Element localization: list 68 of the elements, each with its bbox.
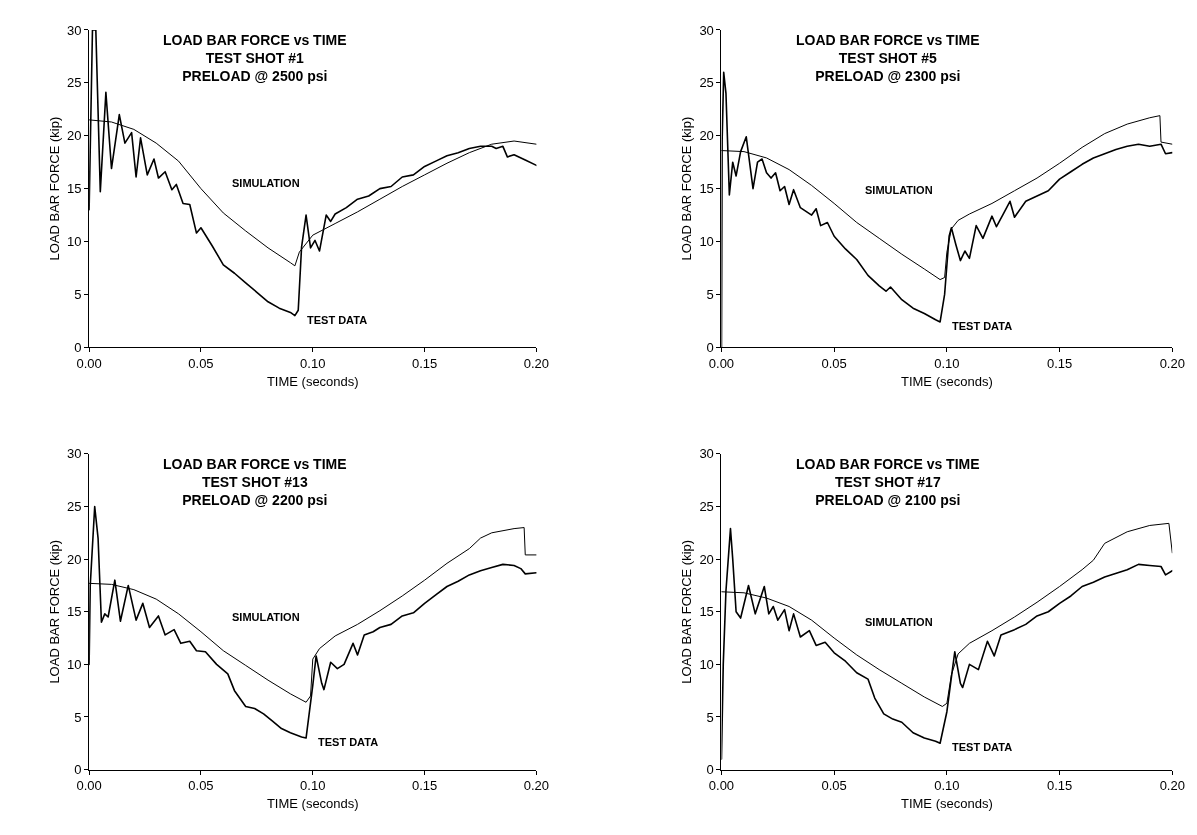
x-tick-label: 0.15 (411, 778, 438, 794)
y-tick-label: 30 (699, 446, 714, 462)
x-tick-label: 0.15 (1046, 355, 1073, 371)
x-tick-label: 0.00 (708, 355, 735, 371)
y-tick-label: 20 (699, 128, 714, 144)
x-tick-label: 0.05 (188, 778, 214, 794)
y-tick-label: 20 (67, 551, 82, 567)
x-tick-label: 0.20 (523, 778, 550, 794)
y-axis-title: LOAD BAR FORCE (kip) (47, 116, 62, 261)
y-tick-label: 15 (67, 181, 82, 197)
x-tick-label: 0.20 (1159, 355, 1185, 371)
y-tick-label: 30 (67, 22, 82, 38)
y-tick-label: 5 (74, 709, 82, 725)
y-tick-label: 0 (74, 339, 82, 355)
y-tick-label: 25 (699, 499, 714, 515)
x-tick-label: 0.15 (1046, 778, 1073, 794)
y-tick-label: 25 (67, 499, 82, 515)
y-tick-label: 15 (67, 604, 82, 620)
y-tick-label: 0 (706, 339, 714, 355)
y-tick-label: 25 (67, 75, 82, 91)
y-tick-label: 10 (699, 656, 714, 672)
y-tick-label: 10 (699, 234, 714, 250)
y-tick-label: 20 (699, 551, 714, 567)
x-axis-title: TIME (seconds) (266, 795, 359, 811)
text: LOAD BAR FORCE vs TIME TEST SHOT #1 PRELOAD @ 2500 psi (163, 32, 347, 85)
text: SIMULATION (232, 177, 300, 189)
y-tick-label: 20 (67, 128, 82, 144)
x-axis-title: TIME (seconds) (266, 373, 359, 389)
text: SIMULATION (865, 184, 933, 196)
y-tick-label: 10 (67, 656, 82, 672)
y-axis-title: LOAD BAR FORCE (kip) (47, 539, 62, 684)
x-tick-label: 0.05 (821, 778, 847, 794)
y-tick-label: 30 (67, 446, 82, 462)
series-label: TEST DATA (952, 320, 1013, 332)
y-axis-title: LOAD BAR FORCE (kip) (679, 116, 695, 261)
y-tick-label: 30 (699, 22, 714, 38)
x-tick-label: 0.10 (934, 355, 960, 371)
x-tick-label: 0.00 (76, 355, 102, 371)
series-label: TEST DATA (318, 736, 379, 748)
x-tick-label: 0.05 (821, 355, 847, 371)
x-tick-label: 0.00 (708, 778, 735, 794)
y-tick-label: 5 (706, 286, 714, 302)
x-tick-label: 0.20 (1159, 778, 1185, 794)
y-tick-label: 0 (706, 762, 714, 778)
y-tick-label: 25 (699, 75, 714, 91)
series-label: TEST DATA (307, 314, 368, 326)
y-tick-label: 15 (699, 181, 714, 197)
x-tick-label: 0.10 (300, 778, 326, 794)
x-axis-title: TIME (seconds) (901, 373, 993, 389)
x-tick-label: 0.20 (523, 355, 550, 371)
x-axis-title: TIME (seconds) (901, 795, 993, 811)
x-tick-label: 0.15 (411, 355, 438, 371)
y-tick-label: 0 (74, 762, 82, 778)
text: LOAD BAR FORCE vs TIME TEST SHOT #13 PRELOAD @ 2200 psi (163, 456, 347, 509)
y-tick-label: 10 (67, 234, 82, 250)
x-tick-label: 0.10 (934, 778, 960, 794)
text: SIMULATION (865, 616, 933, 628)
y-tick-label: 15 (699, 604, 714, 620)
y-tick-label: 5 (74, 286, 82, 302)
text: LOAD BAR FORCE vs TIME TEST SHOT #5 PRELOAD @ 2300 psi (796, 32, 980, 85)
series-label: TEST DATA (952, 741, 1013, 753)
y-axis-title: LOAD BAR FORCE (kip) (679, 539, 695, 684)
text: LOAD BAR FORCE vs TIME TEST SHOT #17 PRELOAD @ 2100 psi (796, 456, 980, 509)
x-tick-label: 0.05 (188, 355, 214, 371)
x-tick-label: 0.00 (76, 778, 102, 794)
text: SIMULATION (232, 611, 300, 623)
y-tick-label: 5 (706, 709, 714, 725)
x-tick-label: 0.10 (300, 355, 326, 371)
